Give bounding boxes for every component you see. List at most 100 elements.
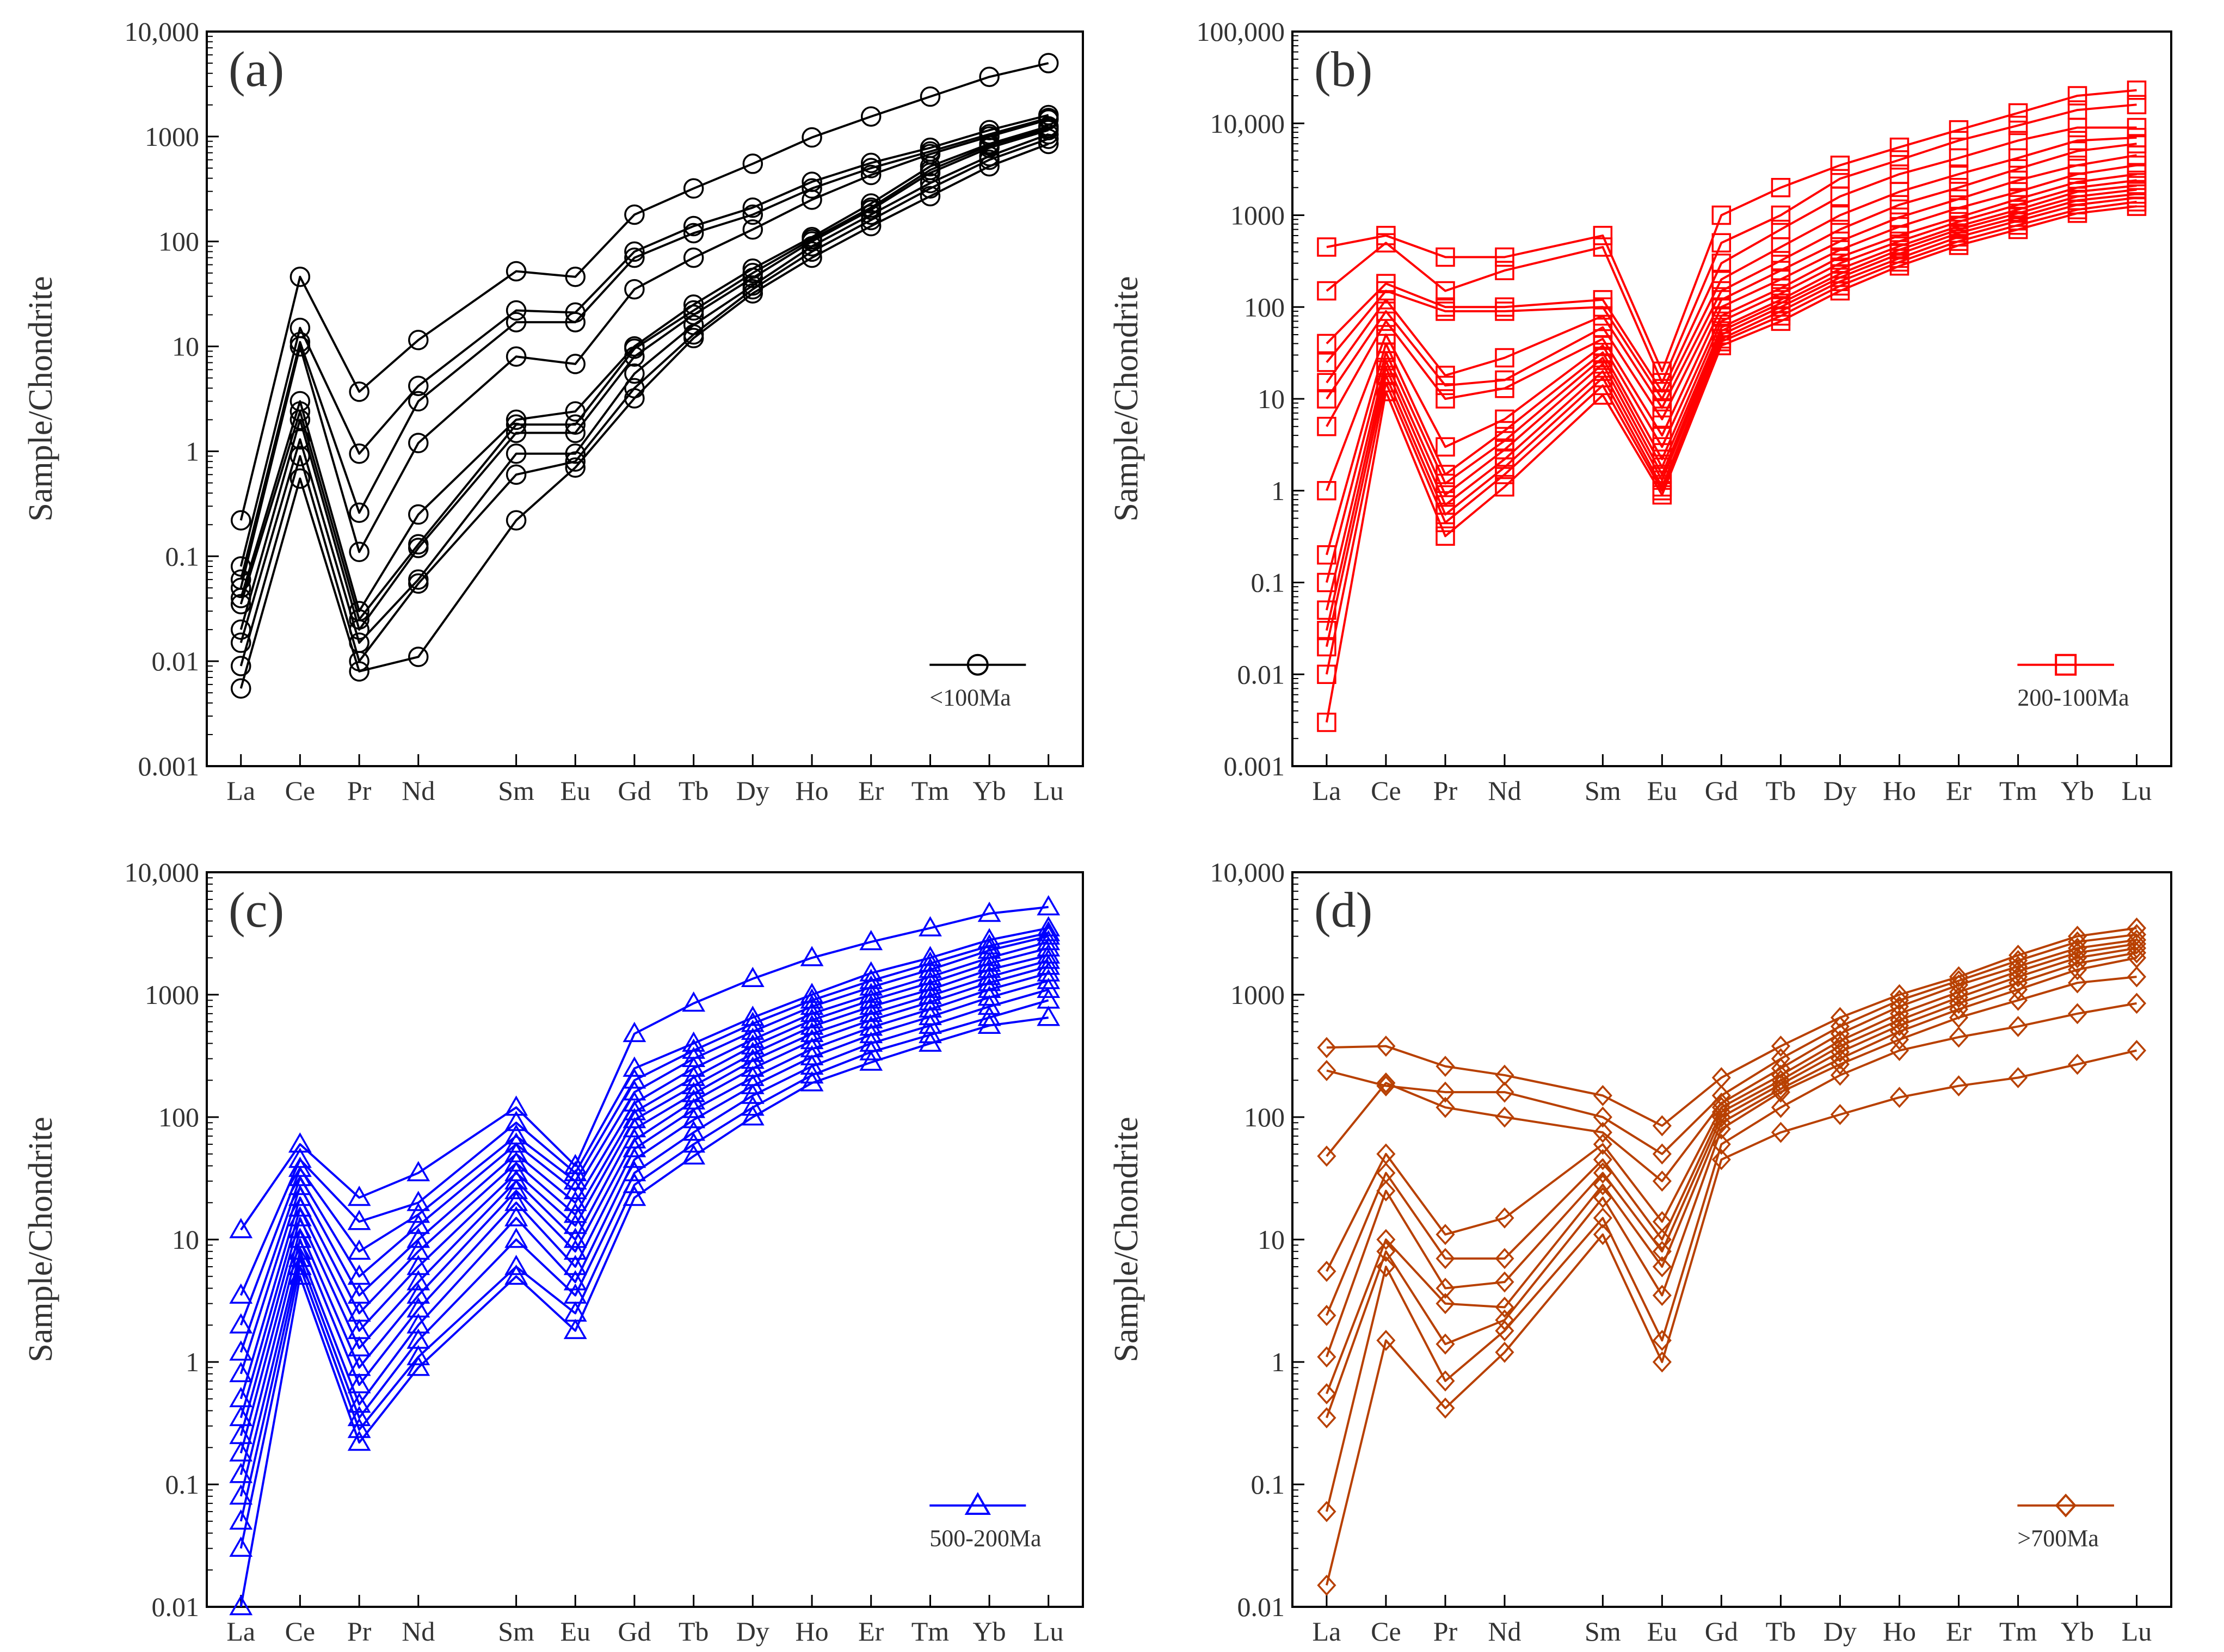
y-tick-label: 1 [186,436,199,466]
data-point-tm [2009,966,2028,988]
series-line [1326,143,2137,409]
data-point-tb [1771,1081,1790,1103]
data-point-ce [289,336,311,357]
data-point-pr [349,502,369,523]
data-point-eu [1652,1170,1672,1192]
data-point-pr [1436,1278,1455,1299]
data-point-dy [742,153,763,174]
series-s12 [1317,184,2147,640]
data-point-sm [504,1169,528,1189]
data-point-la [1317,600,1336,620]
data-point-tb [1771,1121,1790,1143]
series-s13 [1317,188,2147,657]
series-line [239,932,1049,1326]
data-point-sm [504,1111,528,1131]
y-tick-label: 1000 [1230,979,1285,1010]
data-point-nd [1495,301,1514,321]
data-point-nd [1495,477,1514,497]
x-tick-label-pr: Pr [1433,1616,1458,1647]
data-point-la [1317,1261,1336,1282]
data-point-gd [624,247,645,268]
panel-a: 0.001 0.01 0.1 1 10 100 1000 10,000 La Ce Pr Nd Sm Eu… [22,16,1084,806]
data-point-nd [408,330,429,350]
data-point-sm [1593,1224,1612,1246]
data-point-nd [406,1255,430,1275]
data-point-er [860,209,882,231]
data-point-er [859,1040,883,1061]
data-point-nd [406,1270,430,1291]
data-point-tm [2008,219,2028,239]
data-point-ce [289,331,311,353]
data-point-pr [347,1186,371,1206]
data-point-tm [919,977,942,998]
data-point-la [1317,1501,1336,1522]
panel-label: (d) [1314,882,1372,938]
data-point-gd [1711,205,1732,225]
data-point-nd [408,573,429,594]
data-point-er [1949,236,1969,255]
data-point-lu [2127,917,2147,939]
y-tick-label: 100 [1244,1102,1285,1132]
x-tick-label-eu: Eu [560,1616,590,1647]
data-point-nd [406,1313,430,1334]
x-tick-label-pr: Pr [347,1616,372,1647]
series-line [1326,89,2137,373]
x-tick-label-yb: Yb [973,1616,1006,1647]
data-point-ho [802,189,822,210]
series-line [239,988,1049,1522]
y-tick-label: 10 [172,331,199,362]
data-point-ho [1889,1015,1909,1037]
series-s1 [229,895,1061,1238]
x-tick-label-ho: Ho [796,1616,829,1647]
data-point-lu [1037,943,1061,964]
data-point-lu [1038,53,1059,73]
data-point-yb [979,149,1000,170]
data-point-eu [1652,1241,1672,1262]
series-s12 [229,977,1061,1530]
series-line [239,965,1049,1454]
data-point-gd [623,1161,646,1181]
data-point-eu [563,1239,587,1260]
series-line [239,959,1049,1436]
data-point-eu [1652,1115,1672,1137]
data-point-yb [2068,1003,2087,1025]
data-point-la [1317,1037,1336,1058]
data-point-eu [565,457,586,478]
data-point-dy [741,1095,765,1116]
data-point-yb [977,985,1001,1006]
data-point-eu [563,1169,587,1189]
x-tick-label-la: La [1313,1616,1341,1647]
series-s3 [229,921,1061,1334]
data-point-nd [408,538,429,558]
data-point-gd [624,241,645,262]
y-tick-label: 100 [158,226,199,257]
data-point-sm [504,1206,528,1226]
x-tick-label-dy: Dy [736,1616,769,1647]
series-s8 [1317,966,2147,1428]
x-tick-label-yb: Yb [2061,1616,2094,1647]
y-tick-label: 0.001 [1224,751,1285,781]
x-tick-label-dy: Dy [736,775,769,806]
series-line [239,972,1049,1475]
data-point-gd [624,204,645,225]
data-point-pr [1436,1293,1455,1315]
x-tick-label-tb: Tb [1766,1616,1796,1647]
series-line [239,125,1049,613]
y-tick-label: 0.01 [152,646,200,676]
data-point-pr [1436,1081,1455,1103]
series-line [239,129,1049,631]
series-line [1325,184,2137,583]
x-tick-label-eu: Eu [1647,775,1678,806]
data-point-lu [2127,942,2147,964]
y-tick-label: 1 [1271,476,1285,506]
x-tick-label-dy: Dy [1823,775,1857,806]
y-tick-label: 1000 [1230,200,1285,231]
legend: 200-100Ma [2017,654,2129,711]
data-point-eu [1652,1285,1672,1306]
series-line [1325,1049,2137,1586]
data-point-dy [1830,187,1850,206]
series-s3 [1317,118,2147,402]
data-point-er [859,1050,883,1071]
series-s1 [230,53,1059,531]
data-point-sm [1593,1207,1612,1229]
